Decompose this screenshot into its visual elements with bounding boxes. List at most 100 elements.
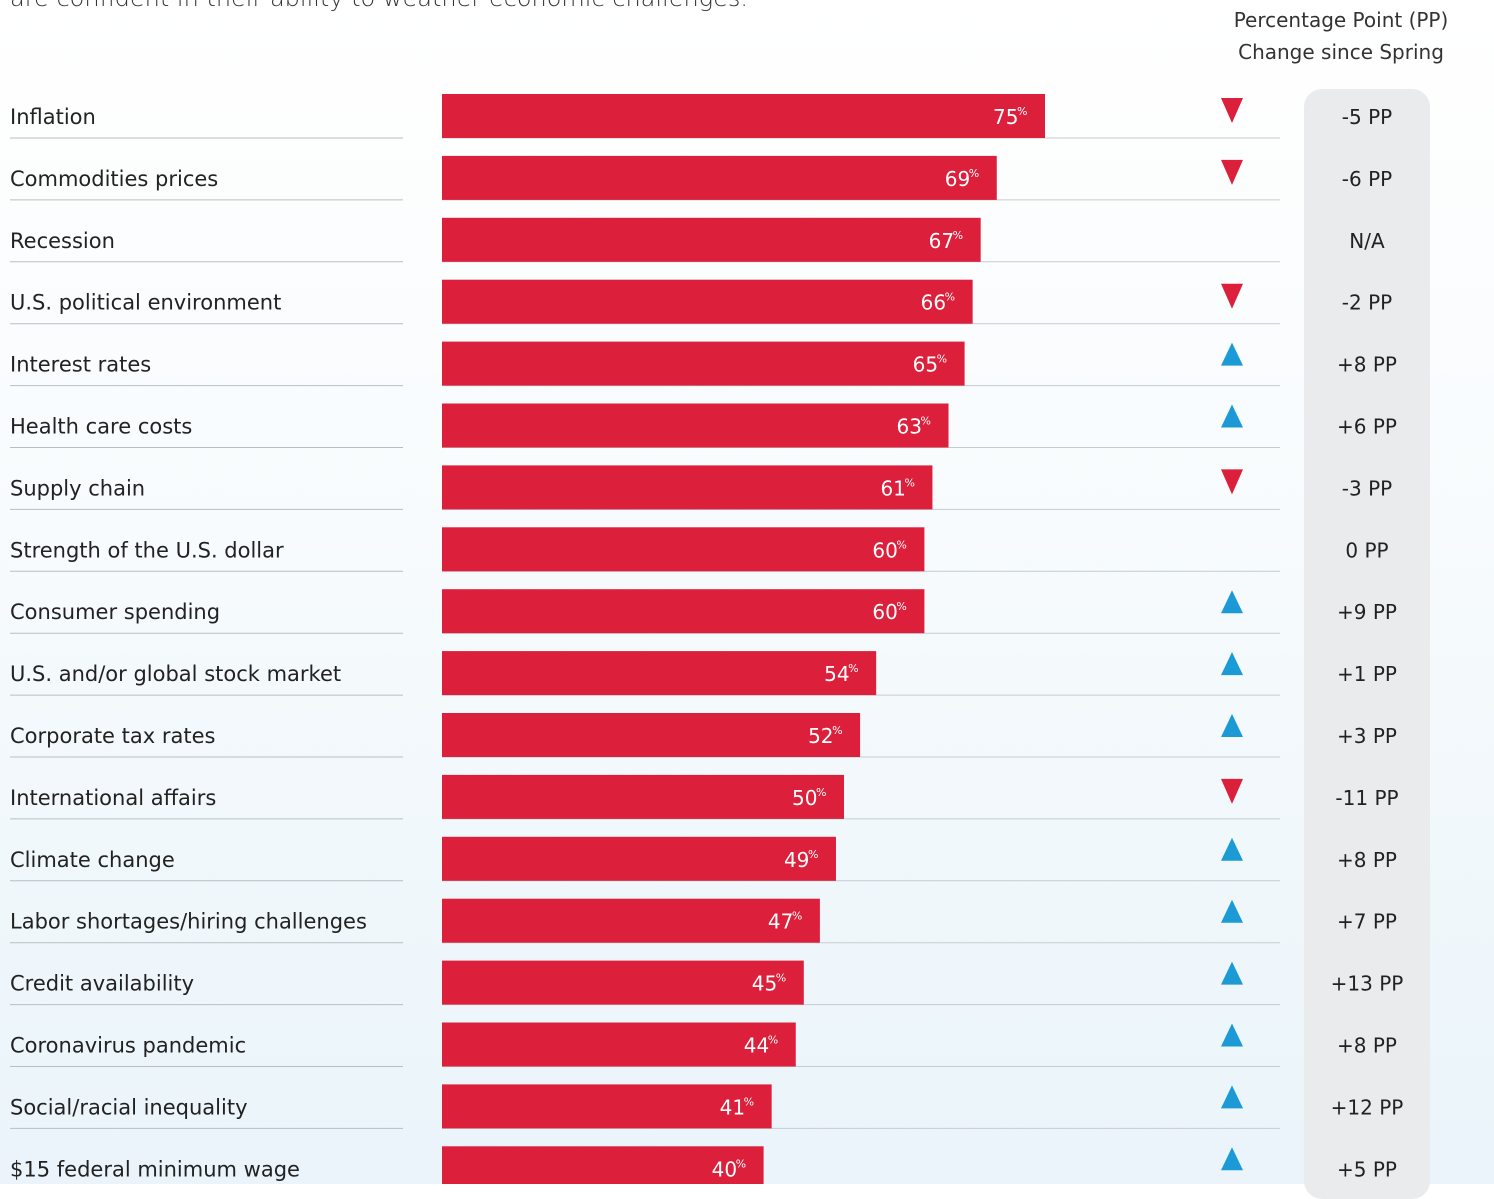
arrow-up-icon (1221, 1085, 1243, 1109)
bar-value-suffix: % (921, 415, 931, 428)
bar-value-label: 66 (921, 291, 946, 315)
pp-change-label: +7 PP (1337, 910, 1397, 934)
bar (442, 836, 836, 881)
bar-value-suffix: % (969, 167, 979, 180)
category-label: U.S. political environment (10, 291, 281, 315)
bar-value-label: 40 (712, 1157, 737, 1181)
arrow-up-icon (1221, 652, 1243, 676)
arrow-up-icon (1221, 1147, 1243, 1171)
arrow-up-icon (1221, 961, 1243, 985)
category-label: Credit availability (10, 972, 194, 996)
pp-header-line1: Percentage Point (PP) (1233, 8, 1449, 32)
arrow-down-icon (1221, 469, 1243, 495)
arrow-down-icon (1221, 283, 1243, 309)
bar (442, 960, 804, 1005)
bar-value-suffix: % (937, 353, 947, 366)
bar (442, 94, 1045, 138)
arrow-down-icon (1221, 98, 1243, 123)
bar-value-label: 65 (913, 353, 938, 377)
category-label: Climate change (10, 848, 175, 872)
bar-value-label: 47 (768, 910, 793, 934)
bar-value-suffix: % (1017, 105, 1027, 118)
bar-value-label: 54 (824, 662, 849, 686)
pp-change-label: 0 PP (1345, 538, 1388, 562)
category-label: $15 federal minimum wage (10, 1157, 300, 1181)
arrow-down-icon (1221, 159, 1243, 185)
pp-change-label: +3 PP (1337, 724, 1397, 748)
category-label: International affairs (10, 786, 216, 810)
bar-value-label: 67 (929, 229, 954, 253)
pp-change-label: -6 PP (1342, 167, 1392, 191)
arrow-up-icon (1221, 1023, 1243, 1047)
bar-value-suffix: % (832, 724, 842, 737)
pp-change-label: +5 PP (1337, 1157, 1397, 1181)
category-label: Consumer spending (10, 600, 220, 624)
bar-value-suffix: % (848, 662, 858, 675)
category-label: Supply chain (10, 476, 145, 500)
bar-value-suffix: % (945, 291, 955, 304)
pp-change-label: -5 PP (1342, 105, 1392, 129)
bar (442, 217, 981, 262)
pp-change-label: +13 PP (1331, 972, 1404, 996)
intro-text: are confident in their ability to weathe… (10, 0, 748, 12)
bar-value-label: 69 (945, 167, 970, 191)
arrow-up-icon (1221, 837, 1243, 861)
arrow-up-icon (1221, 342, 1243, 366)
category-label: Commodities prices (10, 167, 218, 191)
pp-column-header: Percentage Point (PP) Change since Sprin… (1206, 4, 1476, 68)
bar (442, 279, 973, 324)
pp-header-line2: Change since Spring (1238, 40, 1444, 64)
pp-change-label: +12 PP (1331, 1095, 1404, 1119)
bar-value-suffix: % (953, 229, 963, 242)
bar (442, 465, 933, 510)
category-label: Corporate tax rates (10, 724, 215, 748)
pp-change-label: +1 PP (1337, 662, 1397, 686)
pp-change-label: +8 PP (1337, 848, 1397, 872)
pp-change-label: N/A (1349, 229, 1385, 253)
bar (442, 1022, 796, 1067)
arrow-up-icon (1221, 899, 1243, 923)
bar-value-label: 44 (744, 1034, 769, 1058)
bar-value-suffix: % (768, 1034, 778, 1047)
bar-value-label: 60 (872, 600, 897, 624)
pp-change-label: -11 PP (1335, 786, 1398, 810)
category-label: Strength of the U.S. dollar (10, 538, 284, 562)
bar-value-suffix: % (808, 848, 818, 861)
bar (442, 898, 820, 943)
bar (442, 527, 925, 572)
pp-column-background (1304, 89, 1430, 1199)
pp-change-label: +6 PP (1337, 415, 1397, 439)
arrow-up-icon (1221, 404, 1243, 428)
bar-value-label: 52 (808, 724, 833, 748)
category-label: Interest rates (10, 353, 151, 377)
bar-value-suffix: % (736, 1157, 746, 1170)
bar-value-label: 60 (872, 538, 897, 562)
pp-change-label: -3 PP (1342, 476, 1392, 500)
category-label: Labor shortages/hiring challenges (10, 910, 367, 934)
pp-change-label: +8 PP (1337, 353, 1397, 377)
arrow-down-icon (1221, 778, 1243, 804)
bar (442, 713, 861, 757)
bar (442, 341, 965, 386)
pp-change-label: +9 PP (1337, 600, 1397, 624)
bar-value-suffix: % (816, 786, 826, 799)
bar (442, 774, 844, 819)
pp-change-label: -2 PP (1342, 291, 1392, 315)
category-label: Inflation (10, 105, 96, 129)
bar-value-suffix: % (904, 476, 914, 489)
category-label: Social/racial inequality (10, 1095, 248, 1119)
bar (442, 651, 877, 696)
bar-value-label: 61 (880, 476, 905, 500)
bar (442, 1146, 764, 1184)
bar (442, 589, 925, 634)
category-label: Health care costs (10, 415, 192, 439)
category-label: Coronavirus pandemic (10, 1034, 246, 1058)
bar-value-label: 49 (784, 848, 809, 872)
bar (442, 155, 997, 200)
bar-value-label: 63 (897, 415, 922, 439)
bar-value-label: 41 (720, 1095, 745, 1119)
arrow-up-icon (1221, 714, 1243, 737)
bar-value-suffix: % (896, 600, 906, 613)
bar-value-suffix: % (792, 910, 802, 923)
